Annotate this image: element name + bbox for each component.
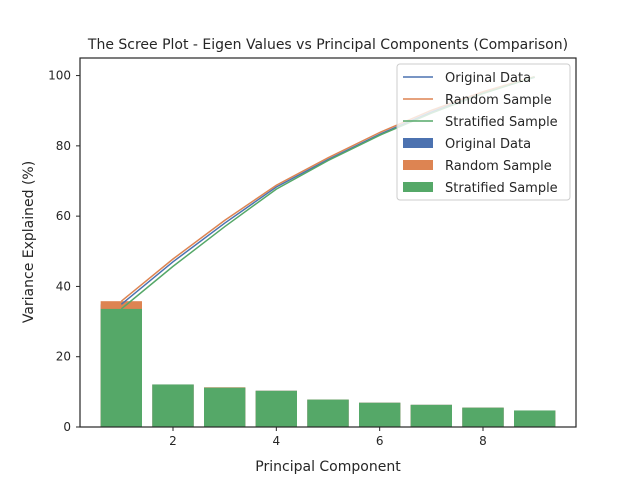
legend-label: Stratified Sample <box>445 181 558 196</box>
y-tick-label: 60 <box>56 209 71 223</box>
plot-frame <box>79 57 577 428</box>
bar-3-8 <box>462 407 504 427</box>
bar-3-3 <box>204 387 246 427</box>
x-tick-label: 4 <box>273 434 281 448</box>
legend-label: Original Data <box>445 137 531 152</box>
legend-label: Random Sample <box>445 93 552 108</box>
bar-3-5 <box>307 399 349 427</box>
y-ticks: 0 20 40 60 80 100 <box>48 69 80 434</box>
bar-3-9 <box>514 410 556 427</box>
legend-label: Random Sample <box>445 159 552 174</box>
x-tick-label: 8 <box>479 434 487 448</box>
chart-title: The Scree Plot - Eigen Values vs Princip… <box>87 37 568 53</box>
y-tick-label: 80 <box>56 139 71 153</box>
x-tick-label: 2 <box>169 434 177 448</box>
y-tick-label: 20 <box>56 350 71 364</box>
x-ticks: 2 4 6 8 <box>169 427 487 448</box>
y-tick-label: 0 <box>63 420 71 434</box>
legend-box <box>396 63 571 201</box>
bar-3-6 <box>359 402 401 427</box>
x-tick-label: 6 <box>376 434 384 448</box>
legend-patch-swatch <box>403 182 433 192</box>
legend-label: Stratified Sample <box>445 115 558 130</box>
legend-label: Original Data <box>445 71 531 86</box>
y-tick-label: 40 <box>56 279 71 293</box>
plot-area: 2 4 6 8 0 20 40 60 80 100 <box>48 57 577 448</box>
y-tick-label: 100 <box>48 69 71 83</box>
bars-layer <box>100 301 556 427</box>
legend-patch-swatch <box>403 160 433 170</box>
x-axis-label: Principal Component <box>255 459 401 475</box>
bar-3-7 <box>410 404 452 427</box>
legend-patch-swatch <box>403 138 433 148</box>
bar-3-4 <box>255 390 297 427</box>
bar-3-1 <box>100 308 142 427</box>
legend: Original Data Random Sample Stratified Sam… <box>396 63 571 201</box>
y-axis-label: Variance Explained (%) <box>21 161 37 323</box>
bar-3-2 <box>152 384 194 427</box>
